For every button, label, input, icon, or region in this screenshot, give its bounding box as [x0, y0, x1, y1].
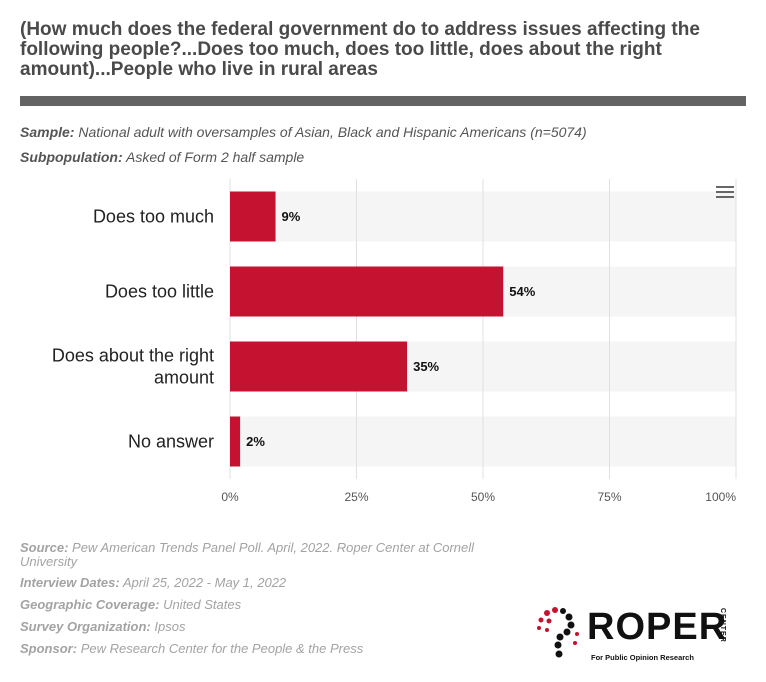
logo-wordmark: ROPER	[587, 606, 728, 648]
logo-center-text: CENTER	[719, 608, 726, 643]
subpopulation-text: Asked of Form 2 half sample	[126, 149, 305, 165]
category-label: amount	[154, 368, 214, 388]
data-label: 54%	[509, 284, 535, 299]
tick-label: 100%	[705, 490, 736, 504]
chart-title: (How much does the federal government do…	[20, 19, 700, 80]
category-label: Does about the right	[52, 346, 214, 366]
category-label: No answer	[128, 432, 214, 452]
footer-source-text: Pew American Trends Panel Poll. April, 2…	[72, 540, 475, 555]
bar	[230, 341, 408, 392]
footer-sponsor: Sponsor: Pew Research Center for the Peo…	[20, 642, 363, 656]
footer-source-label: Source:	[20, 540, 69, 555]
tick-label: 50%	[471, 490, 495, 504]
roper-dots-icon	[537, 607, 579, 658]
footer-interview-dates: Interview Dates: April 25, 2022 - May 1,…	[20, 576, 286, 590]
bar-chart: 9% Does too much 54% Does too little 35% Does…	[52, 179, 737, 504]
data-label: 2%	[246, 434, 265, 449]
logo-tagline: For Public Opinion Research	[591, 653, 694, 662]
footer-dates-text: April 25, 2022 - May 1, 2022	[122, 575, 287, 590]
bar	[230, 191, 276, 242]
footer-geo-label: Geographic Coverage:	[20, 597, 160, 612]
footer-sponsor-label: Sponsor:	[20, 641, 78, 656]
hamburger-menu-icon[interactable]	[716, 186, 734, 200]
footer-source: Source: Pew American Trends Panel Poll. …	[20, 541, 474, 569]
category-label: Does too little	[105, 282, 214, 302]
bar	[230, 416, 241, 467]
category-label: Does too much	[93, 207, 214, 227]
tick-label: 25%	[344, 490, 368, 504]
footer-geo-text: United States	[163, 597, 242, 612]
footer-source-text-cont: University	[20, 554, 78, 569]
sample-text: National adult with oversamples of Asian…	[78, 124, 587, 140]
subpopulation-label: Subpopulation:	[20, 149, 123, 165]
footer-dates-label: Interview Dates:	[20, 575, 120, 590]
data-label: 35%	[413, 359, 439, 374]
sample-line: Sample: National adult with oversamples …	[20, 124, 587, 140]
title-divider	[20, 96, 746, 106]
footer-survey-organization: Survey Organization: Ipsos	[20, 620, 185, 634]
roper-center-logo: ROPER CENTER For Public Opinion Research	[535, 604, 735, 664]
footer-sponsor-text: Pew Research Center for the People & the…	[80, 641, 364, 656]
subpopulation-line: Subpopulation: Asked of Form 2 half samp…	[20, 149, 304, 165]
tick-label: 0%	[221, 490, 239, 504]
footer-geographic-coverage: Geographic Coverage: United States	[20, 598, 241, 612]
footer-org-label: Survey Organization:	[20, 619, 151, 634]
tick-label: 75%	[597, 490, 621, 504]
sample-label: Sample:	[20, 124, 75, 140]
bar	[230, 266, 504, 317]
footer-org-text: Ipsos	[154, 619, 186, 634]
data-label: 9%	[282, 209, 301, 224]
